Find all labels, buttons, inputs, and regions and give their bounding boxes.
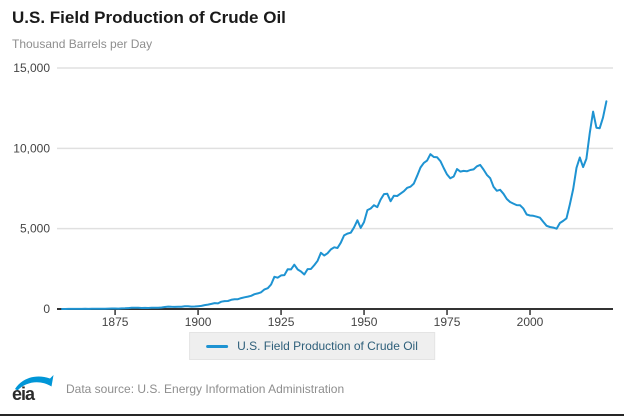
x-axis-label: 2000 [517,315,544,329]
x-axis-label: 1875 [102,315,129,329]
x-axis-label: 1900 [185,315,212,329]
legend[interactable]: U.S. Field Production of Crude Oil [189,332,435,360]
x-axis-label: 1925 [268,315,295,329]
eia-swoosh-icon [15,375,54,391]
y-axis-label: 5,000 [20,222,50,236]
x-axis-label: 1975 [434,315,461,329]
legend-label: U.S. Field Production of Crude Oil [237,339,418,353]
chart-units-label: Thousand Barrels per Day [12,37,153,51]
chart-title: U.S. Field Production of Crude Oil [12,8,286,27]
data-source-text: Data source: U.S. Energy Information Adm… [66,382,345,396]
y-axis-label: 0 [43,302,50,316]
production-line[interactable] [61,100,608,310]
line-chart-plot[interactable]: 1875 1900 1925 1950 1975 2000 0 5,000 10,000 15,0… [0,0,624,340]
legend-line-swatch [206,344,229,348]
eia-logo-text: eia [12,384,35,404]
y-axis-label: 15,000 [13,61,50,75]
y-axis-label: 10,000 [13,141,50,155]
x-axis-label: 1950 [351,315,378,329]
footer: eia Data source: U.S. Energy Information… [12,372,344,406]
eia-logo[interactable]: eia [12,373,54,405]
